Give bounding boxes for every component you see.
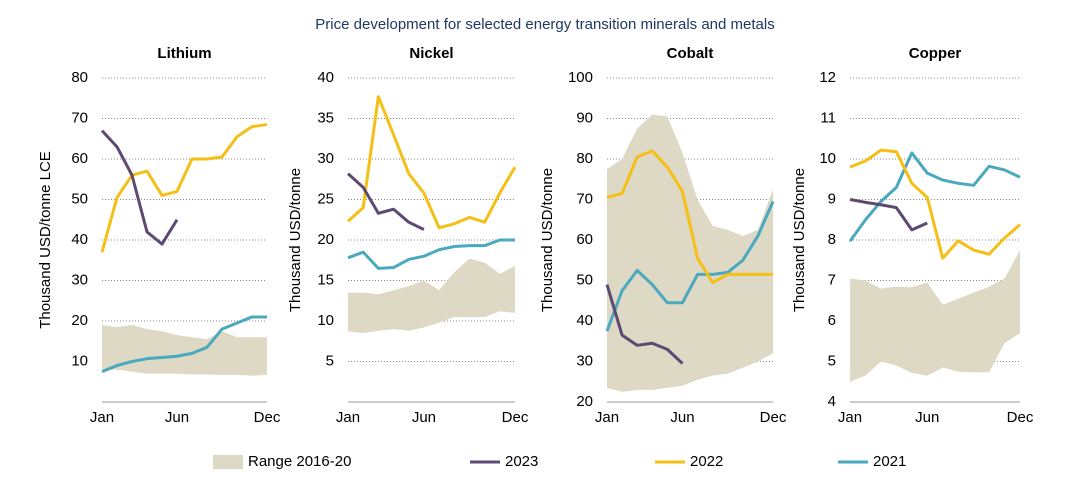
series-line (346, 172, 425, 231)
y-tick-label: 15 (317, 271, 334, 288)
y-axis-label: Thousand USD/tonne (791, 168, 808, 312)
series-line (101, 315, 267, 374)
y-tick-label: 4 (828, 393, 836, 410)
series-line (849, 198, 928, 232)
legend-label: 2021 (873, 453, 906, 470)
panel-title: Copper (909, 45, 962, 62)
x-tick-label: Jun (412, 409, 436, 426)
x-tick-label: Jan (838, 409, 862, 426)
series-line (347, 238, 515, 270)
range-band (607, 114, 773, 392)
y-tick-label: 40 (71, 231, 88, 248)
y-tick-label: 30 (317, 150, 334, 167)
panel-title: Cobalt (667, 45, 714, 62)
y-tick-label: 30 (71, 271, 88, 288)
y-tick-label: 20 (317, 231, 334, 248)
y-tick-label: 50 (71, 190, 88, 207)
series-line (849, 148, 1021, 260)
y-tick-label: 10 (317, 312, 334, 329)
x-tick-label: Dec (760, 409, 787, 426)
y-tick-label: 5 (828, 352, 836, 369)
y-tick-label: 30 (576, 352, 593, 369)
legend-label: 2023 (505, 453, 538, 470)
series-line (605, 200, 775, 332)
y-tick-label: 25 (317, 190, 334, 207)
series-line (605, 284, 684, 365)
x-tick-label: Jun (670, 409, 694, 426)
legend-label: 2022 (690, 453, 723, 470)
y-tick-label: 50 (576, 271, 593, 288)
legend-label: Range 2016-20 (248, 453, 351, 470)
series-line (346, 95, 517, 230)
series-line (100, 123, 268, 253)
y-tick-label: 20 (71, 312, 88, 329)
y-tick-label: 40 (576, 312, 593, 329)
y-tick-label: 12 (819, 69, 836, 86)
x-tick-label: Jan (595, 409, 619, 426)
y-tick-label: 70 (71, 109, 88, 126)
y-tick-label: 60 (71, 150, 88, 167)
y-tick-label: 60 (576, 231, 593, 248)
y-tick-label: 6 (828, 312, 836, 329)
chart-title: Price development for selected energy tr… (315, 16, 774, 33)
y-axis-label: Thousand USD/tonne LCE (37, 151, 54, 329)
x-tick-label: Dec (254, 409, 281, 426)
y-tick-label: 5 (326, 352, 334, 369)
x-tick-label: Jan (90, 409, 114, 426)
y-axis-label: Thousand USD/tonne (539, 168, 556, 312)
x-tick-label: Jun (165, 409, 189, 426)
y-tick-label: 20 (576, 393, 593, 410)
panel-title: Nickel (409, 45, 453, 62)
y-tick-label: 80 (71, 69, 88, 86)
y-tick-label: 11 (820, 109, 836, 126)
y-tick-label: 40 (317, 69, 334, 86)
y-tick-label: 10 (819, 150, 836, 167)
series-line (606, 149, 773, 285)
y-tick-label: 8 (828, 231, 836, 248)
y-tick-label: 35 (317, 109, 334, 126)
x-tick-label: Dec (502, 409, 529, 426)
y-tick-label: 100 (568, 69, 593, 86)
y-tick-label: 10 (71, 352, 88, 369)
panel-title: Lithium (157, 45, 211, 62)
series-line (100, 129, 179, 246)
y-axis-label: Thousand USD/tonne (287, 168, 304, 312)
y-tick-label: 90 (576, 109, 593, 126)
range-band (348, 258, 515, 334)
y-tick-label: 7 (828, 271, 836, 288)
y-tick-label: 9 (828, 190, 836, 207)
x-tick-label: Dec (1007, 409, 1034, 426)
x-tick-label: Jan (336, 409, 360, 426)
x-tick-label: Jun (915, 409, 939, 426)
range-band (102, 325, 267, 376)
legend-swatch (213, 455, 243, 469)
y-tick-label: 70 (576, 190, 593, 207)
y-tick-label: 80 (576, 150, 593, 167)
range-band (850, 250, 1020, 382)
